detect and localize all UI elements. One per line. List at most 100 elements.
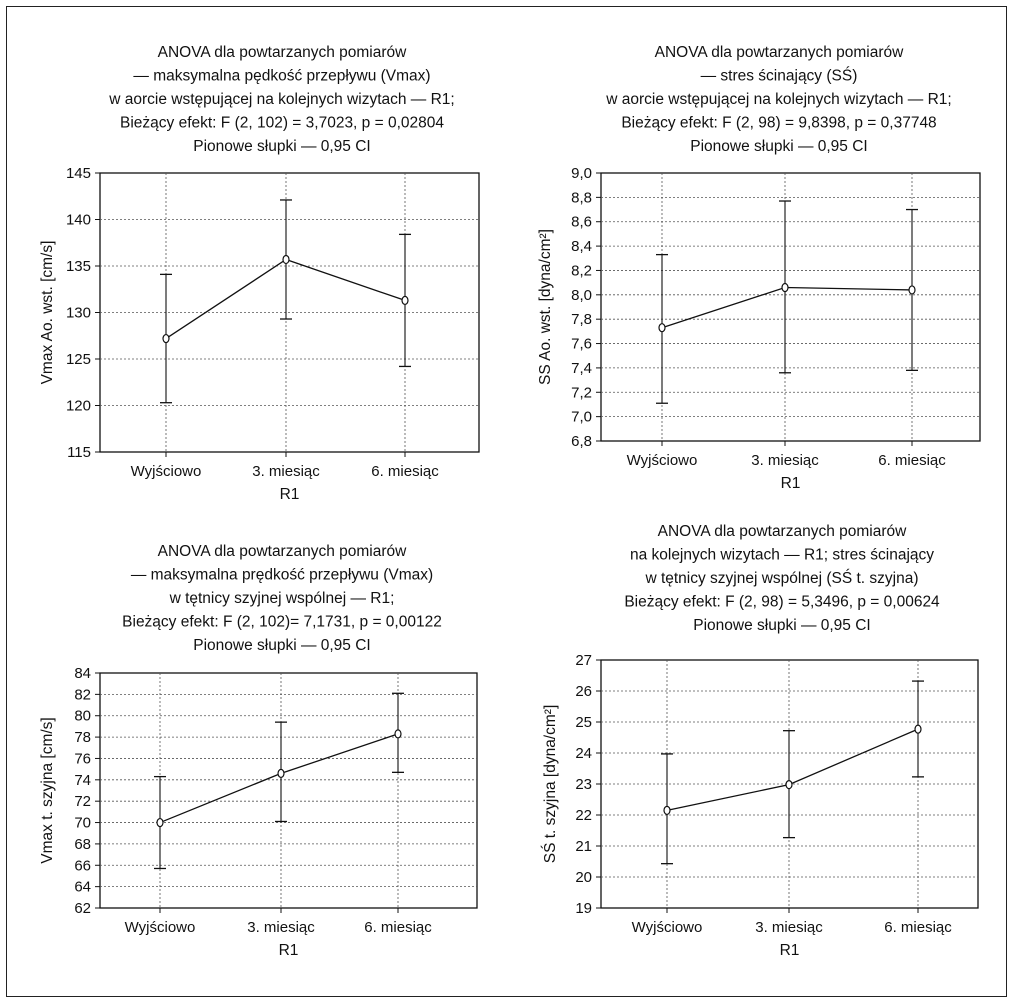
y-tick-label: 64 [74, 879, 91, 896]
chart-title-line: w tętnicy szyjnej wspólnej — R1; [169, 590, 395, 607]
y-tick-label: 21 [575, 838, 592, 855]
x-tick-label: 3. miesiąc [252, 463, 320, 480]
y-tick-label: 135 [66, 258, 91, 275]
y-tick-label: 23 [575, 776, 592, 793]
data-point [162, 333, 170, 344]
y-tick-label: 8,2 [571, 262, 592, 279]
y-tick-label: 80 [74, 708, 91, 725]
y-tick-label: 24 [575, 745, 592, 762]
y-tick-label: 62 [74, 900, 91, 917]
x-tick-label: 3. miesiąc [755, 919, 823, 936]
data-point [156, 817, 164, 828]
y-tick-label: 25 [575, 714, 592, 731]
y-tick-label: 9,0 [571, 165, 592, 182]
plot-area [99, 672, 478, 909]
y-axis-label: SS Ao. wst. [dyna/cm²] [537, 229, 554, 385]
chart-title-line: w tętnicy szyjnej wspólnej (SŚ t. szyjna… [644, 569, 918, 587]
chart-1: ANOVA dla powtarzanych pomiarów — maksyma… [39, 44, 480, 503]
gridlines [100, 173, 479, 452]
y-tick-label: 7,6 [571, 336, 592, 353]
y-tick-label: 74 [74, 772, 91, 789]
x-axis-label: R1 [279, 942, 299, 959]
y-tick-label: 125 [66, 351, 91, 368]
y-tick-label: 20 [575, 869, 592, 886]
x-tick-label: Wyjściowo [125, 919, 196, 936]
data-point [401, 295, 409, 306]
x-axis-label: R1 [781, 475, 801, 492]
y-tick-label: 8,6 [571, 214, 592, 231]
y-tick-label: 130 [66, 305, 91, 322]
y-tick-label: 140 [66, 212, 91, 229]
x-tick-label: Wyjściowo [627, 452, 698, 469]
chart-title-line: w aorcie wstępującej na kolejnych wizyta… [605, 91, 951, 108]
data-point [785, 780, 793, 790]
chart-title: ANOVA dla powtarzanych pomiarów — maksyma… [108, 44, 454, 155]
x-tick-label: Wyjściowo [632, 919, 703, 936]
chart-title-line: — maksymalna prędkość przepływu (Vmax) [131, 567, 433, 584]
y-tick-label: 26 [575, 683, 592, 700]
x-tick-label: Wyjściowo [131, 463, 202, 480]
y-tick-label: 8,4 [571, 238, 592, 255]
y-tick-label: 115 [67, 444, 91, 461]
y-axis-label: Vmax t. szyjna [cm/s] [39, 717, 56, 863]
y-tick-label: 8,0 [571, 287, 592, 304]
y-tick-label: 84 [74, 665, 91, 682]
chart-title: ANOVA dla powtarzanych pomiarów — maksyma… [122, 543, 442, 654]
chart-title-line: — maksymalna pędkość przepływu (Vmax) [133, 68, 430, 85]
y-tick-label: 72 [74, 793, 91, 810]
y-tick-label: 6,8 [571, 433, 592, 450]
data-point [277, 768, 285, 779]
y-tick-label: 68 [74, 836, 91, 853]
data-point [658, 323, 666, 333]
plot-area [600, 172, 981, 442]
data-point [663, 805, 671, 815]
chart-title-line: Bieżący efekt: F (2, 102)= 7,1731, p = 0… [122, 614, 442, 631]
y-tick-label: 76 [74, 750, 91, 767]
y-tick-label: 7,0 [571, 409, 592, 426]
x-tick-label: 3. miesiąc [751, 452, 819, 469]
chart-title-line: w aorcie wstępującej na kolejnych wizyta… [108, 91, 454, 108]
data-point [914, 724, 922, 734]
y-tick-label: 19 [575, 900, 592, 917]
chart-2: ANOVA dla powtarzanych pomiarów — stres ś… [537, 44, 981, 492]
y-axis-label: Vmax Ao. wst. [cm/s] [39, 241, 56, 385]
data-point [394, 729, 402, 739]
x-tick-label: 6. miesiąc [371, 463, 439, 480]
x-tick-label: 6. miesiąc [364, 919, 432, 936]
y-tick-label: 66 [74, 857, 91, 874]
chart-title-line: Pionowe słupki — 0,95 CI [193, 138, 370, 155]
y-axis-label: SŚ t. szyjna [dyna/cm²] [541, 705, 559, 864]
chart-title-line: — stres ścinający (SŚ) [701, 67, 858, 85]
y-tick-label: 7,8 [571, 311, 592, 328]
chart-title-line: na kolejnych wizytach — R1; stres ścinaj… [630, 547, 934, 564]
chart-4: ANOVA dla powtarzanych pomiarów na kolejn… [541, 523, 979, 959]
y-tick-label: 120 [66, 398, 91, 415]
chart-title: ANOVA dla powtarzanych pomiarów — stres ś… [605, 44, 951, 155]
x-axis-label: R1 [280, 486, 300, 503]
plot-area [600, 659, 979, 909]
y-tick-label: 7,4 [571, 360, 592, 377]
chart-title-line: ANOVA dla powtarzanych pomiarów [158, 543, 407, 560]
data-point [781, 282, 789, 293]
chart-3: ANOVA dla powtarzanych pomiarów — maksyma… [39, 543, 478, 959]
chart-title-line: Pionowe słupki — 0,95 CI [690, 138, 867, 155]
y-tick-label: 8,8 [571, 189, 592, 206]
chart-title-line: Bieżący efekt: F (2, 102) = 3,7023, p = … [120, 115, 444, 132]
chart-title-line: Bieżący efekt: F (2, 98) = 5,3496, p = 0… [624, 594, 940, 611]
chart-title-line: Bieżący efekt: F (2, 98) = 9,8398, p = 0… [621, 115, 936, 132]
y-tick-label: 27 [575, 652, 592, 669]
y-tick-label: 82 [74, 686, 91, 703]
data-point [908, 285, 916, 295]
x-tick-label: 6. miesiąc [878, 452, 946, 469]
chart-title: ANOVA dla powtarzanych pomiarów na kolejn… [624, 523, 940, 634]
x-axis-label: R1 [780, 942, 800, 959]
chart-title-line: ANOVA dla powtarzanych pomiarów [658, 523, 907, 540]
data-point [282, 254, 290, 265]
chart-title-line: ANOVA dla powtarzanych pomiarów [158, 44, 407, 61]
x-tick-label: 6. miesiąc [884, 919, 952, 936]
y-tick-label: 145 [66, 165, 91, 182]
x-tick-label: 3. miesiąc [247, 919, 315, 936]
chart-title-line: ANOVA dla powtarzanych pomiarów [655, 44, 904, 61]
chart-title-line: Pionowe słupki — 0,95 CI [693, 617, 870, 634]
